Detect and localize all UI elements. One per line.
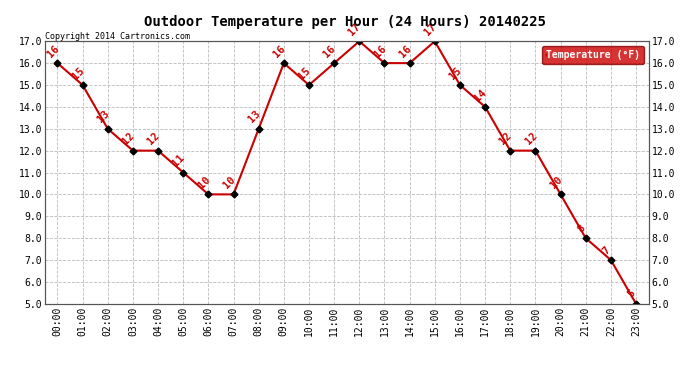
Text: 15: 15	[70, 65, 86, 81]
Text: 13: 13	[95, 109, 111, 125]
Text: 16: 16	[372, 43, 388, 59]
Text: 11: 11	[170, 153, 186, 169]
Text: 12: 12	[121, 131, 137, 147]
Text: 15: 15	[297, 65, 313, 81]
Text: 13: 13	[246, 109, 262, 125]
Text: 10: 10	[548, 174, 564, 190]
Text: 5: 5	[626, 288, 638, 300]
Text: 7: 7	[600, 244, 612, 256]
Text: 16: 16	[271, 43, 287, 59]
Text: 17: 17	[347, 21, 363, 38]
Text: 10: 10	[221, 174, 237, 190]
Text: 17: 17	[422, 21, 438, 38]
Text: 10: 10	[196, 174, 212, 190]
Text: 16: 16	[45, 43, 61, 59]
Text: Copyright 2014 Cartronics.com: Copyright 2014 Cartronics.com	[45, 32, 190, 41]
Text: 12: 12	[523, 131, 539, 147]
Text: 12: 12	[146, 131, 161, 147]
Text: 14: 14	[473, 87, 489, 103]
Text: Outdoor Temperature per Hour (24 Hours) 20140225: Outdoor Temperature per Hour (24 Hours) …	[144, 15, 546, 29]
Text: 15: 15	[447, 65, 464, 81]
Text: 8: 8	[575, 223, 587, 234]
Text: 12: 12	[497, 131, 513, 147]
Text: 16: 16	[397, 43, 413, 59]
Text: 16: 16	[322, 43, 337, 59]
Legend: Temperature (°F): Temperature (°F)	[542, 46, 644, 64]
